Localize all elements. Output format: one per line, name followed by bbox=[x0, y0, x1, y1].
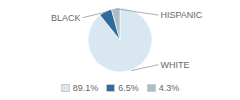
html-text:6.5%: 6.5% bbox=[118, 83, 139, 93]
html-text:89.1%: 89.1% bbox=[72, 83, 99, 93]
svg-text:HISPANIC: HISPANIC bbox=[161, 10, 203, 20]
svg-text:BLACK: BLACK bbox=[51, 13, 81, 23]
svg-text:WHITE: WHITE bbox=[161, 60, 190, 70]
html-text:4.3%: 4.3% bbox=[158, 83, 180, 93]
